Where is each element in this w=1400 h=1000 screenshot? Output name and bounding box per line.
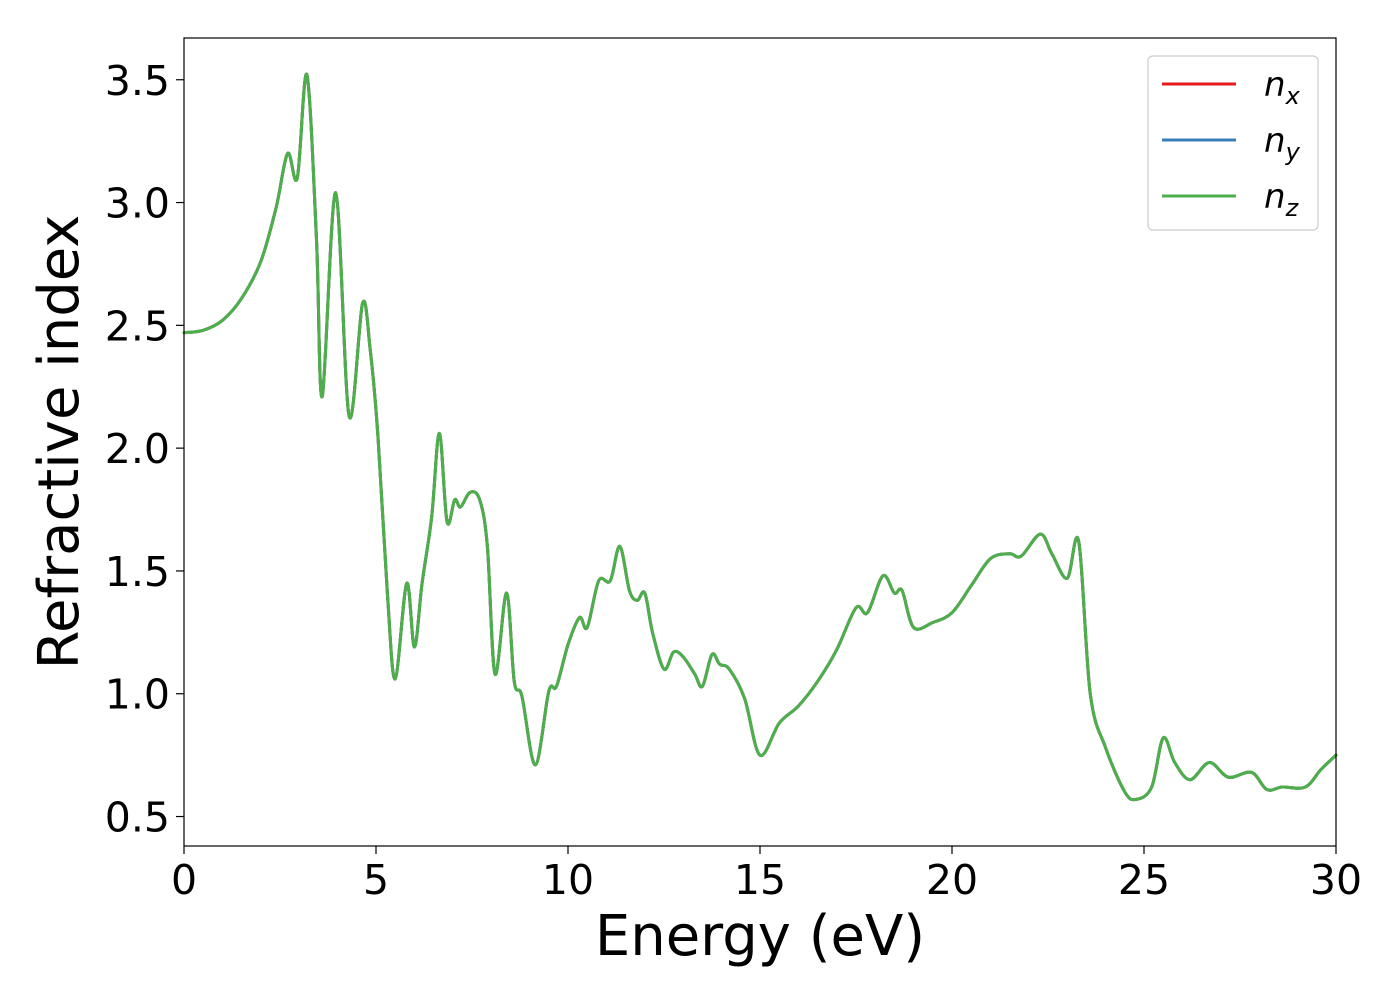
x-tick-label: 10 [542, 856, 594, 904]
legend-label-nz: nz [1264, 177, 1300, 222]
y-tick-label: 2.0 [105, 425, 170, 473]
y-tick-label: 3.0 [105, 180, 170, 228]
y-axis-title: Refractive index [27, 215, 92, 670]
legend: nx ny nz [1147, 55, 1319, 231]
x-axis-title: Energy (eV) [595, 904, 925, 969]
series-line-n-z [182, 72, 1338, 802]
series-layer [182, 72, 1338, 802]
y-tick-label: 2.5 [105, 302, 170, 350]
x-tick-label: 0 [171, 856, 197, 904]
y-tick-label: 1.5 [105, 548, 170, 596]
x-tick-label: 15 [734, 856, 786, 904]
x-tick-label: 30 [1310, 856, 1362, 904]
y-tick-label: 1.0 [105, 671, 170, 719]
x-tick-label: 20 [926, 856, 978, 904]
y-tick-label: 3.5 [105, 57, 170, 105]
y-axis: 0.5 1.0 1.5 2.0 2.5 3.0 3.5 [105, 57, 184, 842]
legend-label-ny: ny [1264, 121, 1301, 166]
x-axis: 0 5 10 15 20 25 30 [171, 846, 1362, 904]
legend-box [1147, 55, 1319, 231]
x-tick-label: 5 [363, 856, 389, 904]
legend-label-nx: nx [1264, 65, 1301, 110]
y-tick-label: 0.5 [105, 794, 170, 842]
x-tick-label: 25 [1118, 856, 1170, 904]
